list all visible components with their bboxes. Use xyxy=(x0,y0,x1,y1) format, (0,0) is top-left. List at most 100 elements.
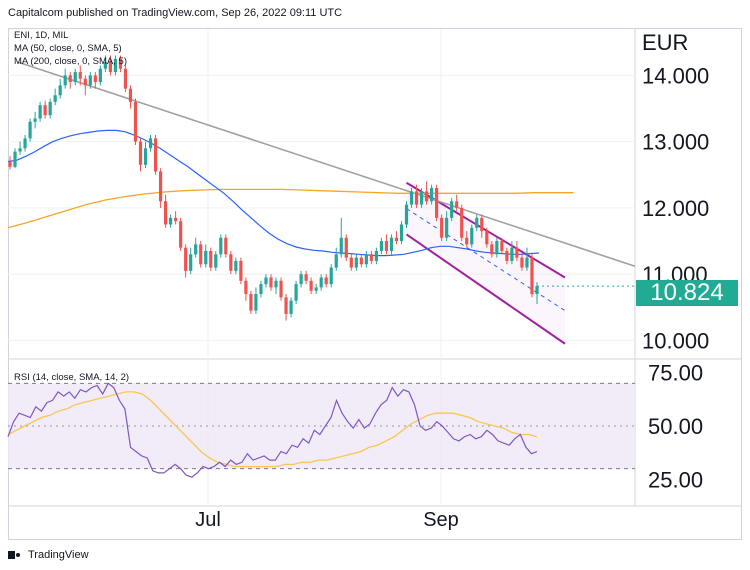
candle-body xyxy=(53,95,57,102)
candle-body xyxy=(83,78,87,86)
candle-body xyxy=(495,241,499,255)
candle-body xyxy=(314,287,318,291)
candle-body xyxy=(8,161,12,167)
candle-body xyxy=(510,247,514,261)
ma200-line xyxy=(7,188,574,229)
rsi-tick-label: 50.00 xyxy=(648,414,703,439)
candle-body xyxy=(309,280,313,291)
candle-body xyxy=(465,237,469,245)
candle-body xyxy=(194,244,198,255)
candle-body xyxy=(344,237,348,258)
candle-body xyxy=(68,75,72,83)
candle-body xyxy=(284,297,288,314)
candle-body xyxy=(189,254,193,271)
candle-body xyxy=(329,267,333,285)
legend-symbol: ENI, 1D, MIL xyxy=(14,30,69,41)
candle-body xyxy=(354,257,358,268)
candle-body xyxy=(450,201,454,218)
candle-body xyxy=(148,138,153,149)
candle-body xyxy=(239,260,243,281)
candle-body xyxy=(374,250,378,261)
candle-body xyxy=(460,207,464,238)
candle-body xyxy=(414,191,419,205)
candle-body xyxy=(500,241,504,251)
rsi-tick-label: 75.00 xyxy=(648,361,703,386)
candle-body xyxy=(224,237,228,255)
candle-body xyxy=(209,250,213,268)
candle-body xyxy=(143,148,148,165)
candle-body xyxy=(113,58,117,73)
price-tick-label: 13.000 xyxy=(642,130,709,155)
candle-body xyxy=(384,241,389,251)
candle-body xyxy=(394,237,399,242)
candle-body xyxy=(254,294,258,311)
published-header: Capitalcom published on TradingView.com,… xyxy=(8,7,343,19)
candle-body xyxy=(445,217,449,238)
footer-text: TradingView xyxy=(28,549,89,561)
candle-body xyxy=(324,277,328,285)
candle-body xyxy=(199,244,203,265)
candle-body xyxy=(214,254,218,268)
candle-body xyxy=(78,72,82,79)
candle-body xyxy=(48,101,52,116)
candle-body xyxy=(299,274,303,285)
legend-rsi: RSI (14, close, SMA, 14, 2) xyxy=(14,372,130,383)
candle-body xyxy=(259,284,263,295)
candle-body xyxy=(349,257,353,268)
candle-body xyxy=(485,231,489,245)
candle-body xyxy=(108,62,112,73)
candle-body xyxy=(184,247,188,271)
candle-body xyxy=(369,254,373,261)
candle-body xyxy=(103,62,107,69)
candle-body xyxy=(364,254,368,265)
candle-body xyxy=(264,277,268,285)
candle-body xyxy=(18,148,22,152)
channel-lower-line xyxy=(405,233,566,345)
candle-body xyxy=(153,138,158,172)
candle-body xyxy=(480,217,484,232)
candle-body xyxy=(28,121,32,139)
last-price-label: 10.824 xyxy=(636,280,738,306)
candle-body xyxy=(179,221,183,248)
candle-body xyxy=(128,88,133,102)
candle-body xyxy=(294,284,298,301)
tradingview-footer[interactable]: TradingView xyxy=(8,549,89,561)
legend-ma200: MA (200, close, 0, SMA, 5) xyxy=(14,56,127,67)
rsi-ma-line xyxy=(7,391,538,468)
candle-body xyxy=(334,254,338,268)
candle-body xyxy=(269,277,273,288)
price-tick-label: 14.000 xyxy=(642,63,709,88)
candle-body xyxy=(13,151,17,167)
price-tick-label: 12.000 xyxy=(642,196,709,221)
candle-body xyxy=(174,217,178,222)
candle-body xyxy=(409,191,414,205)
candle-body xyxy=(515,247,519,258)
candle-body xyxy=(389,237,394,251)
candle-body xyxy=(525,257,529,268)
ma50-line xyxy=(7,129,540,257)
chart-frame xyxy=(8,28,742,540)
candle-body xyxy=(304,274,308,281)
candle-body xyxy=(169,217,173,225)
candle-body xyxy=(379,241,384,251)
candle-body xyxy=(158,171,163,202)
candle-body xyxy=(430,188,434,202)
legend-ma50: MA (50, close, 0, SMA, 5) xyxy=(14,43,122,54)
currency-label: EUR xyxy=(642,30,688,55)
candle-body xyxy=(58,85,62,96)
candle-body xyxy=(535,286,539,295)
candle-body xyxy=(399,224,404,242)
rsi-tick-label: 25.00 xyxy=(648,467,703,492)
time-tick-label: Sep xyxy=(423,509,459,531)
candle-body xyxy=(419,191,424,205)
candle-body xyxy=(133,101,138,142)
candle-body xyxy=(244,280,248,295)
candle-body xyxy=(138,141,143,165)
resistance-trendline xyxy=(17,61,636,267)
rsi-line xyxy=(7,382,538,478)
candle-body xyxy=(490,244,494,255)
candle-body xyxy=(33,118,37,122)
candle-body xyxy=(229,254,233,271)
candle-body xyxy=(435,188,439,218)
